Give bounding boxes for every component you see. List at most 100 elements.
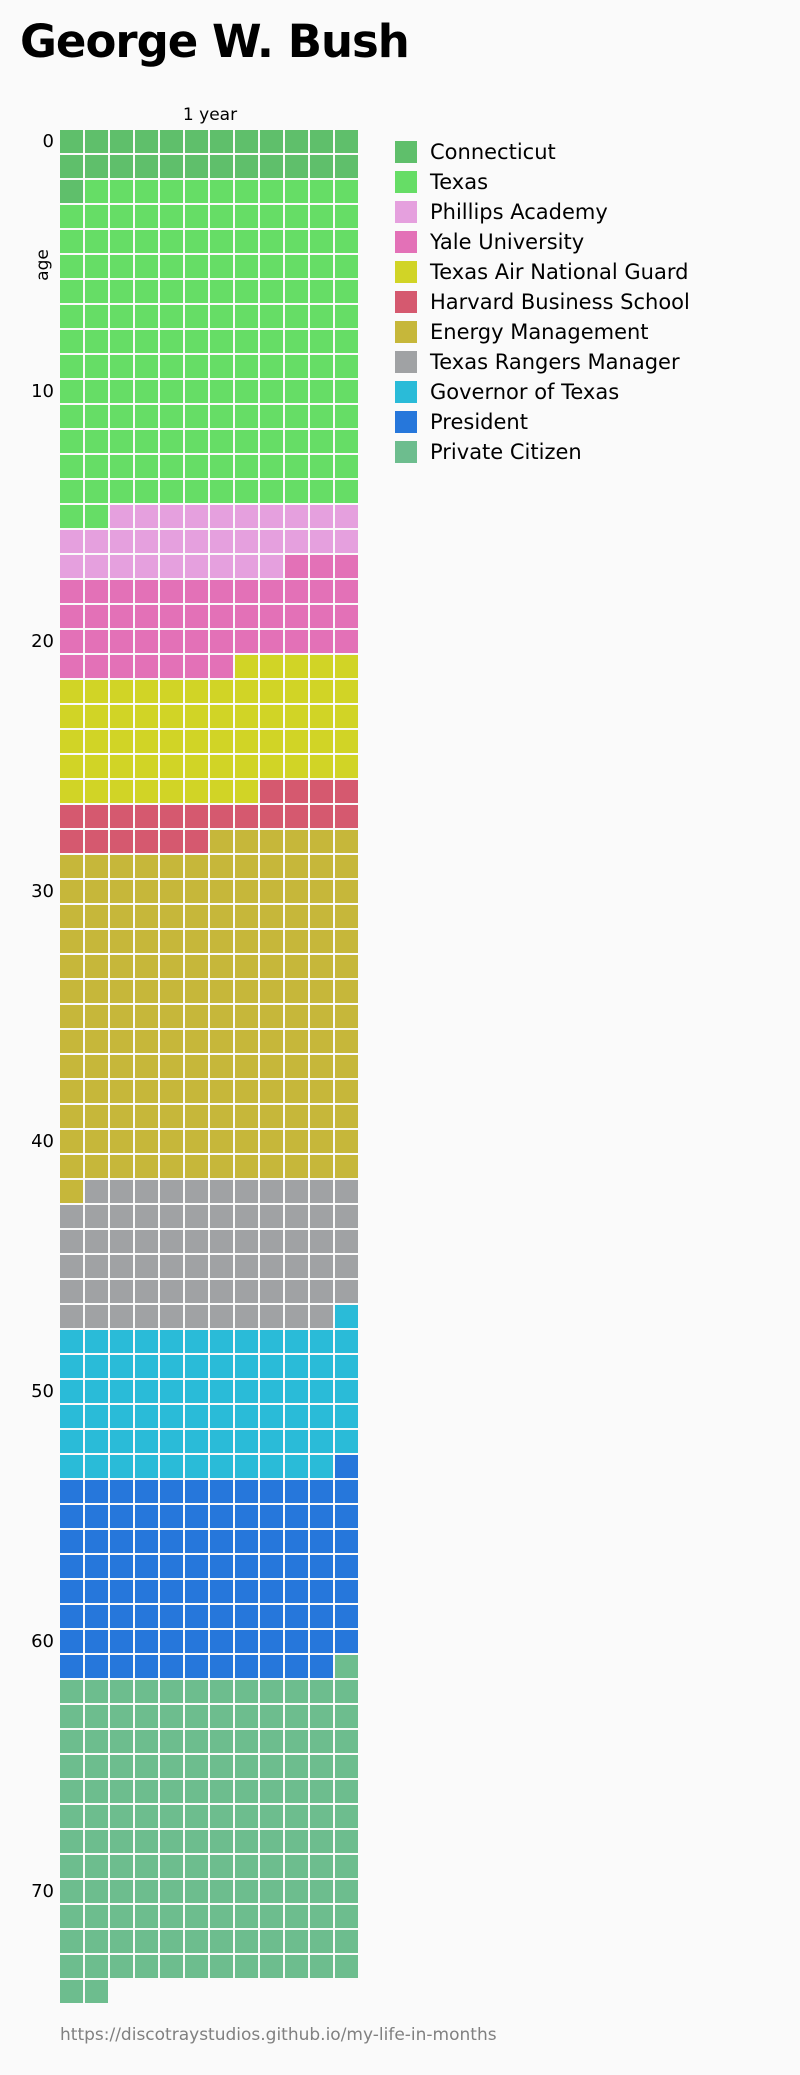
month-cell <box>310 1955 333 1978</box>
month-cell <box>85 1355 108 1378</box>
month-cell <box>85 205 108 228</box>
month-cell <box>260 1755 283 1778</box>
legend-label: Texas Rangers Manager <box>430 350 680 374</box>
month-cell <box>335 1555 358 1578</box>
month-cell <box>135 1455 158 1478</box>
month-cell <box>335 1455 358 1478</box>
month-cell <box>335 230 358 253</box>
month-cell <box>85 805 108 828</box>
month-cell <box>335 555 358 578</box>
month-cell <box>135 555 158 578</box>
month-cell <box>235 955 258 978</box>
month-cell <box>85 1505 108 1528</box>
month-cell <box>260 855 283 878</box>
month-cell <box>160 1280 183 1303</box>
month-cell <box>235 855 258 878</box>
month-cell <box>185 580 208 603</box>
month-cell <box>335 1155 358 1178</box>
month-cell <box>210 380 233 403</box>
month-cell <box>335 1480 358 1503</box>
chart-title: George W. Bush <box>20 15 410 68</box>
month-cell <box>85 1380 108 1403</box>
month-cell <box>285 330 308 353</box>
month-cell <box>285 1205 308 1228</box>
month-cell <box>110 1880 133 1903</box>
month-cell <box>160 1955 183 1978</box>
month-cell <box>285 1905 308 1928</box>
month-cell <box>235 1730 258 1753</box>
month-cell <box>210 630 233 653</box>
month-cell <box>235 805 258 828</box>
month-cell <box>235 1805 258 1828</box>
month-cell <box>335 655 358 678</box>
month-cell <box>135 255 158 278</box>
month-cell <box>310 330 333 353</box>
month-cell <box>260 1305 283 1328</box>
month-cell <box>235 1905 258 1928</box>
y-tick-label: 0 <box>43 131 54 152</box>
month-cell <box>235 880 258 903</box>
month-cell <box>85 130 108 153</box>
month-cell <box>85 930 108 953</box>
month-cell <box>110 380 133 403</box>
month-cell <box>110 980 133 1003</box>
month-cell <box>335 355 358 378</box>
month-cell <box>310 1105 333 1128</box>
month-cell <box>85 905 108 928</box>
legend-swatch <box>395 441 417 463</box>
month-cell <box>335 380 358 403</box>
month-cell <box>210 305 233 328</box>
month-cell <box>110 705 133 728</box>
month-cell <box>235 180 258 203</box>
month-cell <box>185 280 208 303</box>
month-cell <box>335 1880 358 1903</box>
month-cell <box>310 830 333 853</box>
month-cell <box>310 855 333 878</box>
month-cell <box>60 1080 83 1103</box>
month-cell <box>210 1955 233 1978</box>
month-cell <box>210 1605 233 1628</box>
month-cell <box>260 905 283 928</box>
month-cell <box>235 780 258 803</box>
month-cell <box>310 1355 333 1378</box>
month-cell <box>210 505 233 528</box>
month-cell <box>260 1555 283 1578</box>
month-cell <box>335 1580 358 1603</box>
month-cell <box>60 630 83 653</box>
month-cell <box>185 1130 208 1153</box>
month-cell <box>235 530 258 553</box>
month-cell <box>85 1680 108 1703</box>
month-cell <box>85 1855 108 1878</box>
month-cell <box>135 1155 158 1178</box>
month-cell <box>285 1855 308 1878</box>
month-cell <box>285 1605 308 1628</box>
month-cell <box>185 1455 208 1478</box>
month-cell <box>110 180 133 203</box>
month-cell <box>185 930 208 953</box>
month-cell <box>285 855 308 878</box>
legend-label: Governor of Texas <box>430 380 620 404</box>
month-cell <box>185 980 208 1003</box>
month-cell <box>135 830 158 853</box>
month-cell <box>110 1730 133 1753</box>
month-cell <box>135 1030 158 1053</box>
month-cell <box>210 130 233 153</box>
month-cell <box>135 1230 158 1253</box>
month-cell <box>60 1580 83 1603</box>
month-cell <box>185 205 208 228</box>
month-cell <box>310 1830 333 1853</box>
month-cell <box>60 880 83 903</box>
month-cell <box>85 230 108 253</box>
month-cell <box>85 1255 108 1278</box>
month-cell <box>185 230 208 253</box>
month-cell <box>210 1455 233 1478</box>
month-cell <box>260 1255 283 1278</box>
month-cell <box>210 1780 233 1803</box>
month-cell <box>310 780 333 803</box>
month-cell <box>310 1080 333 1103</box>
month-cell <box>260 705 283 728</box>
month-cell <box>235 1130 258 1153</box>
month-cell <box>60 1430 83 1453</box>
month-cell <box>60 1155 83 1178</box>
month-cell <box>310 1280 333 1303</box>
